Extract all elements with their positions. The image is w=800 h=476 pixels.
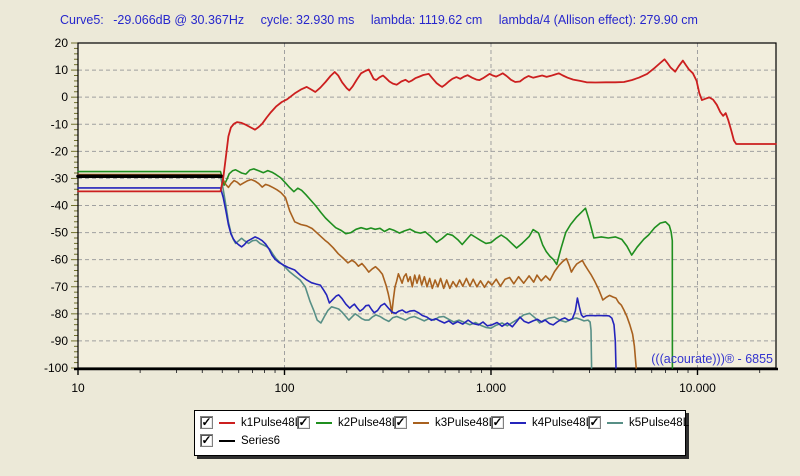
legend-label: k1Pulse48L — [241, 416, 302, 429]
legend-swatch — [510, 421, 526, 424]
watermark: (((acourate)))® - 6855 — [651, 352, 773, 366]
legend-box: ✓ k1Pulse48L ✓ k2Pulse48L ✓ k3Pulse48L ✓ k4Puls… — [194, 410, 689, 456]
legend-label: k4Pulse48L — [532, 416, 593, 429]
legend-swatch — [607, 421, 623, 424]
legend-item-k1Pulse48L[interactable]: ✓ k1Pulse48L — [200, 415, 301, 430]
x-axis-label: 1.000 — [476, 381, 506, 395]
lambda4-value: lambda/4 (Allison effect): 279.90 cm — [498, 13, 698, 27]
legend-item-k2Pulse48L[interactable]: ✓ k2Pulse48L — [297, 415, 398, 430]
y-axis-label: -50 — [51, 226, 69, 240]
y-axis-label: -80 — [51, 307, 69, 321]
legend-label: Series6 — [241, 434, 280, 447]
cycle-value: cycle: 32.930 ms — [260, 13, 355, 27]
y-axis-label: 20 — [55, 36, 69, 50]
x-axis-label: 10.000 — [679, 381, 716, 395]
checkbox-Series6[interactable]: ✓ — [200, 433, 213, 447]
cursor-readout-bar: Curve5: -29.066dB @ 30.367Hz cycle: 32.9… — [60, 13, 711, 27]
legend-item-Series6[interactable]: ✓ Series6 — [200, 433, 297, 448]
y-axis-label: -40 — [51, 199, 69, 213]
y-axis-label: -30 — [51, 171, 69, 185]
legend-item-k3Pulse48L[interactable]: ✓ k3Pulse48L — [394, 415, 495, 430]
legend-swatch — [219, 439, 235, 442]
legend-label: k5Pulse48L — [629, 416, 690, 429]
legend-item-k5Pulse48L[interactable]: ✓ k5Pulse48L — [588, 415, 689, 430]
lambda-value: lambda: 1119.62 cm — [370, 13, 483, 27]
series-k2Pulse48L — [77, 168, 674, 369]
y-axis-label: -20 — [51, 144, 69, 158]
x-axis-label: 10 — [71, 381, 85, 395]
legend-swatch — [316, 421, 332, 424]
legend-label: k2Pulse48L — [338, 416, 399, 429]
y-axis-label: -70 — [51, 280, 69, 294]
cursor-value: -29.066dB @ 30.367Hz — [113, 13, 245, 27]
x-axis-label: 100 — [274, 381, 294, 395]
checkbox-k1Pulse48L[interactable]: ✓ — [200, 415, 213, 429]
series-k5Pulse48L — [77, 175, 593, 369]
checkbox-k3Pulse48L[interactable]: ✓ — [394, 415, 407, 429]
series-k1Pulse48L — [77, 58, 777, 193]
y-axis-label: 0 — [61, 90, 68, 104]
checkbox-k5Pulse48L[interactable]: ✓ — [588, 415, 601, 429]
y-axis-label: 10 — [55, 63, 69, 77]
y-axis-label: -100 — [44, 361, 68, 375]
legend-label: k3Pulse48L — [435, 416, 496, 429]
curve-label: Curve5: — [60, 13, 104, 27]
series-k4Pulse48L — [77, 187, 617, 369]
checkbox-k4Pulse48L[interactable]: ✓ — [491, 415, 504, 429]
checkbox-k2Pulse48L[interactable]: ✓ — [297, 415, 310, 429]
legend-swatch — [219, 421, 235, 424]
y-axis-label: -90 — [51, 334, 69, 348]
y-axis-label: -60 — [51, 253, 69, 267]
series-k3Pulse48L — [77, 173, 638, 369]
legend-item-k4Pulse48L[interactable]: ✓ k4Pulse48L — [491, 415, 592, 430]
legend-swatch — [413, 421, 429, 424]
y-axis-label: -10 — [51, 117, 69, 131]
